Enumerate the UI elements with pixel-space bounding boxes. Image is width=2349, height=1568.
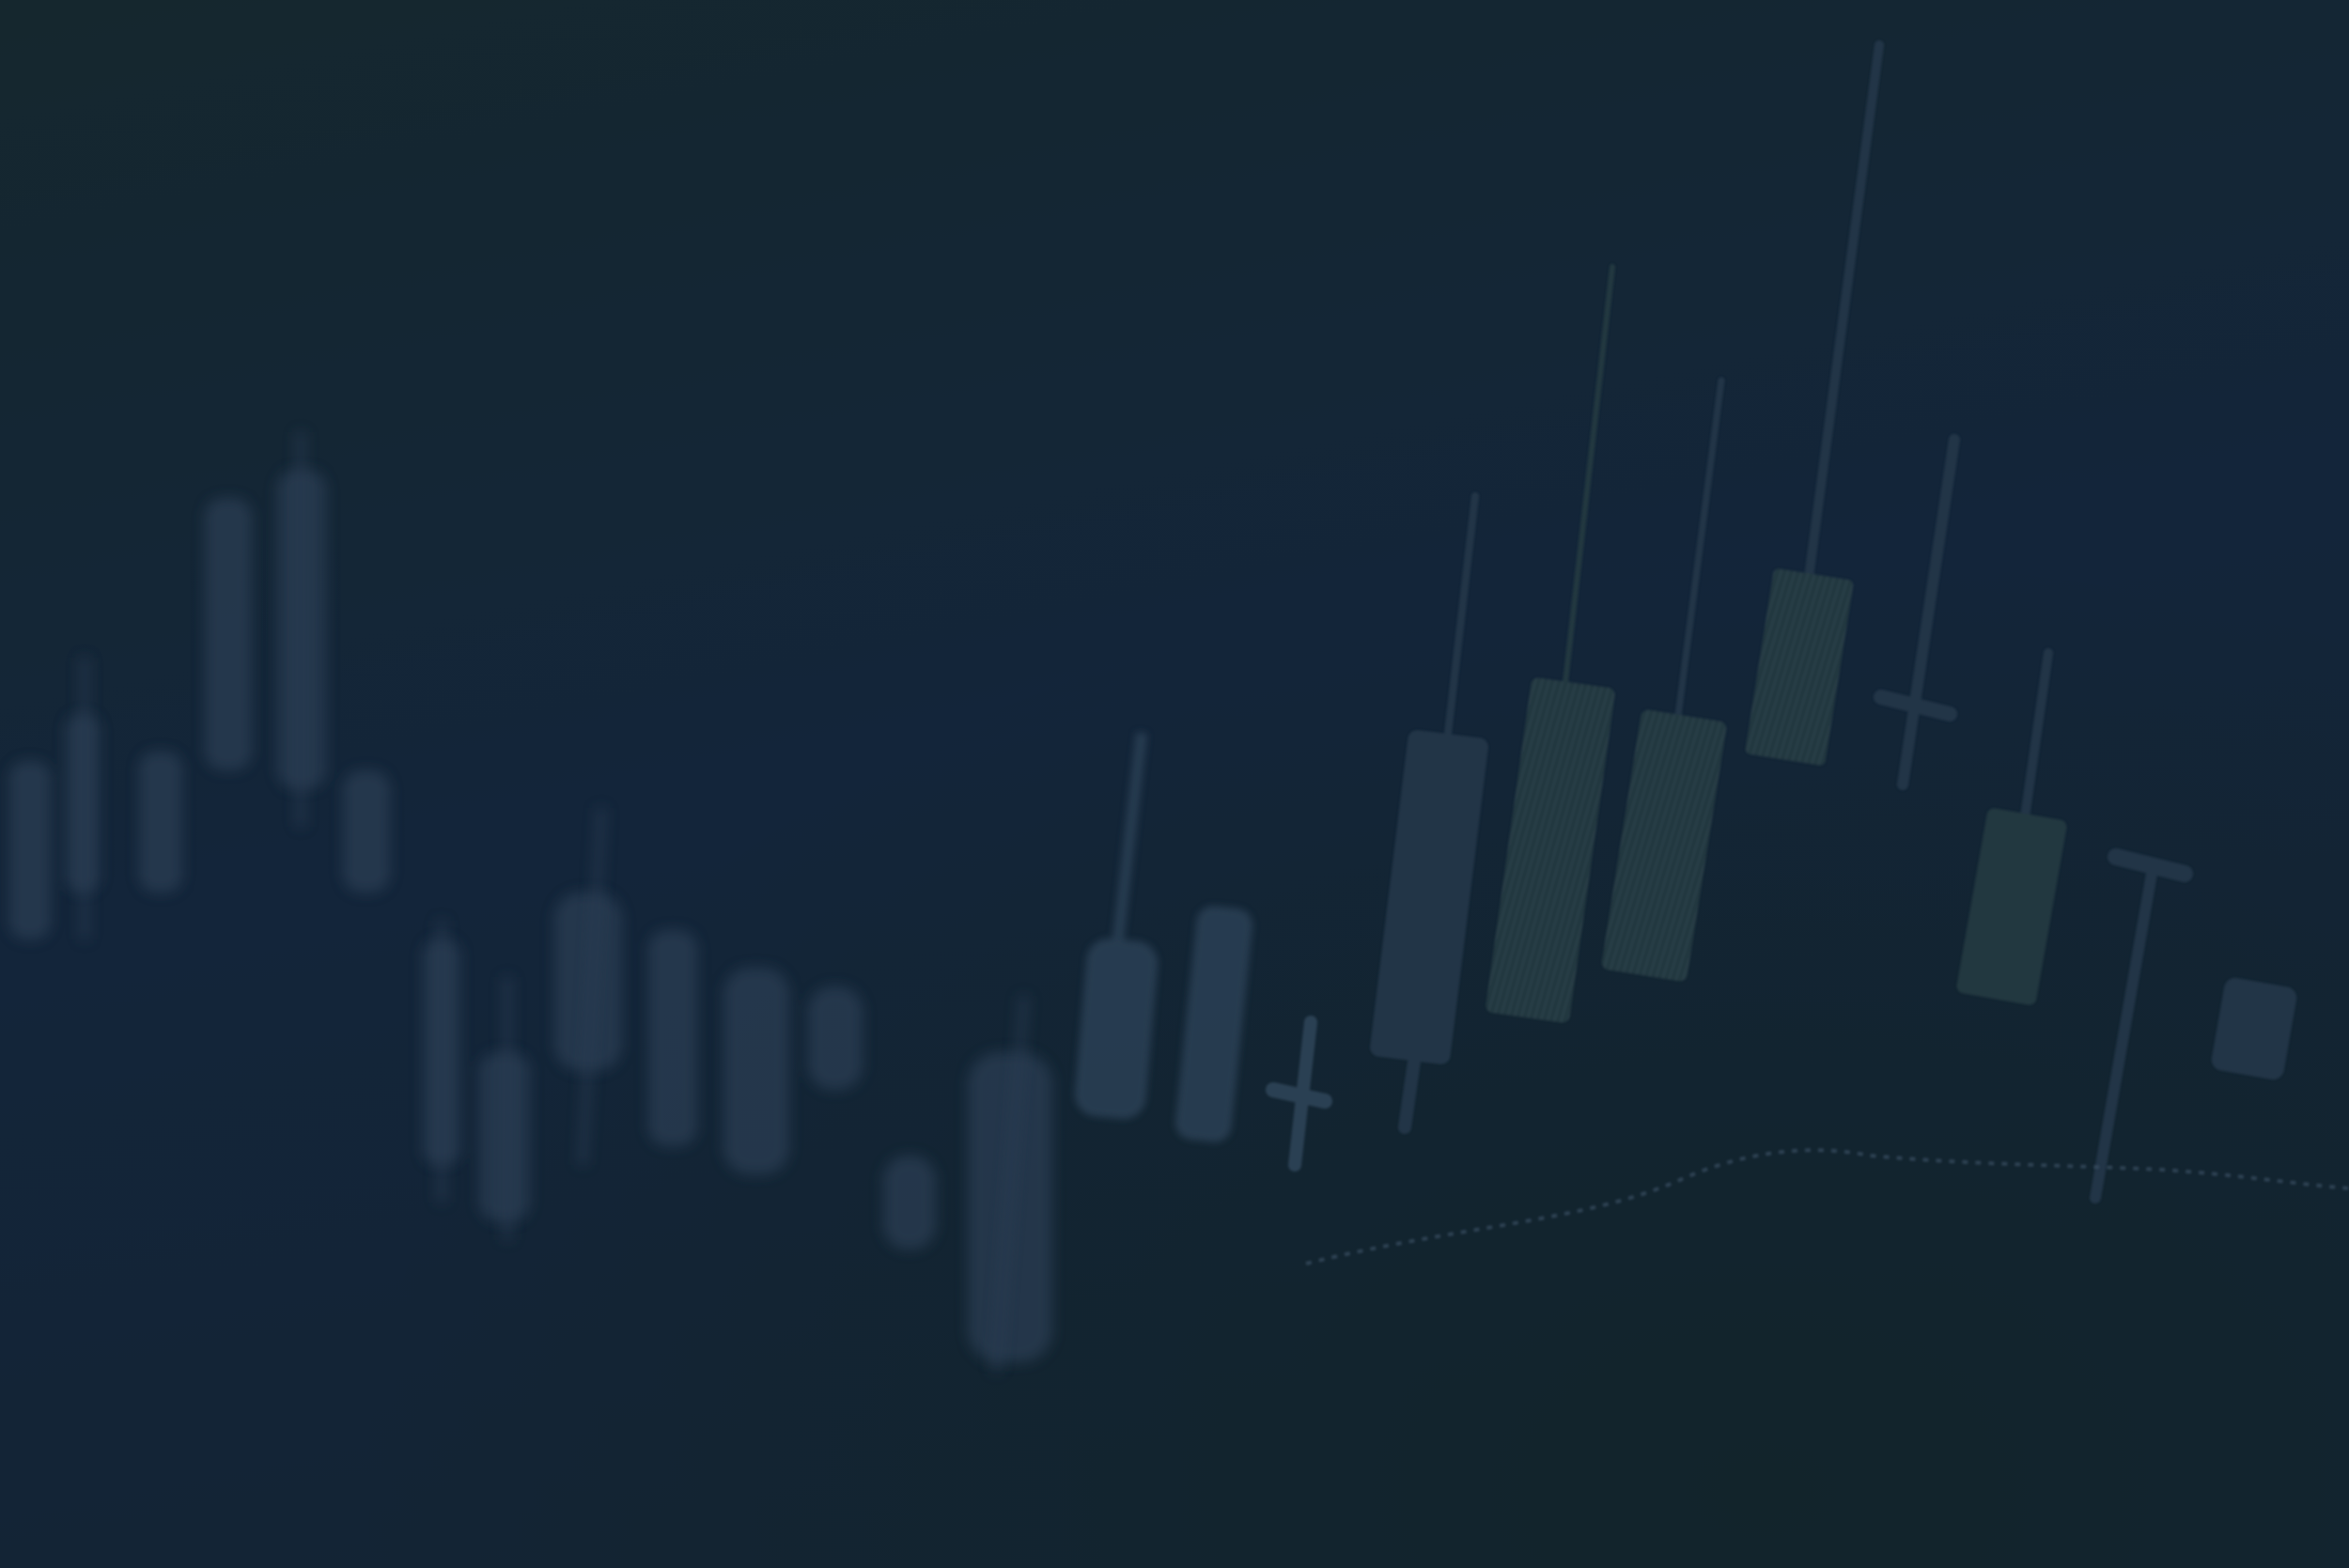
sharp-candles	[1370, 40, 2297, 1203]
mid-candles	[1074, 732, 1253, 1142]
blurred-wicks-far	[80, 432, 1029, 1373]
blurred-candles-far	[9, 470, 1052, 1362]
cross-candle	[1266, 1016, 1332, 1172]
trend-line	[1305, 1148, 2349, 1265]
